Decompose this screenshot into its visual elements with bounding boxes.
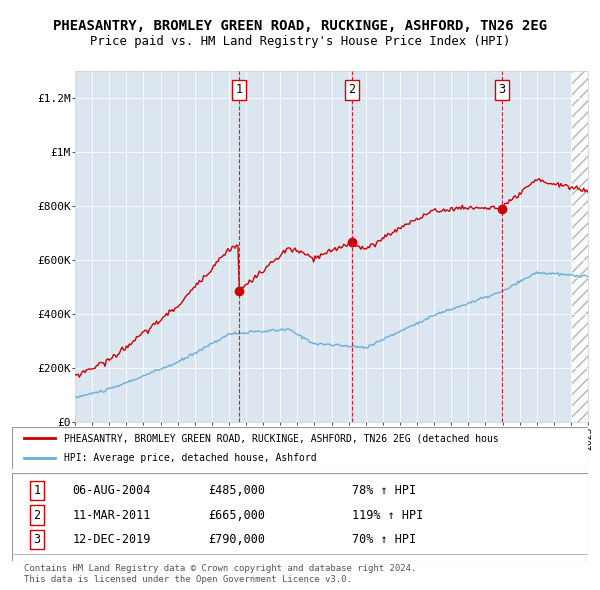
FancyBboxPatch shape <box>12 473 588 560</box>
Text: £665,000: £665,000 <box>208 509 265 522</box>
Text: 119% ↑ HPI: 119% ↑ HPI <box>352 509 423 522</box>
Text: 2: 2 <box>348 83 355 96</box>
Text: 3: 3 <box>498 83 505 96</box>
Text: HPI: Average price, detached house, Ashford: HPI: Average price, detached house, Ashf… <box>64 453 316 463</box>
Text: This data is licensed under the Open Government Licence v3.0.: This data is licensed under the Open Gov… <box>24 575 352 584</box>
Text: 11-MAR-2011: 11-MAR-2011 <box>73 509 151 522</box>
Text: 06-AUG-2004: 06-AUG-2004 <box>73 484 151 497</box>
Text: £485,000: £485,000 <box>208 484 265 497</box>
Text: Price paid vs. HM Land Registry's House Price Index (HPI): Price paid vs. HM Land Registry's House … <box>90 35 510 48</box>
Text: 12-DEC-2019: 12-DEC-2019 <box>73 533 151 546</box>
Text: PHEASANTRY, BROMLEY GREEN ROAD, RUCKINGE, ASHFORD, TN26 2EG: PHEASANTRY, BROMLEY GREEN ROAD, RUCKINGE… <box>53 19 547 33</box>
Text: 70% ↑ HPI: 70% ↑ HPI <box>352 533 416 546</box>
FancyBboxPatch shape <box>12 427 588 469</box>
Text: £790,000: £790,000 <box>208 533 265 546</box>
Text: 2: 2 <box>33 509 40 522</box>
Text: 78% ↑ HPI: 78% ↑ HPI <box>352 484 416 497</box>
Text: 3: 3 <box>33 533 40 546</box>
Text: 1: 1 <box>33 484 40 497</box>
Bar <box>572 71 588 422</box>
Text: PHEASANTRY, BROMLEY GREEN ROAD, RUCKINGE, ASHFORD, TN26 2EG (detached hous: PHEASANTRY, BROMLEY GREEN ROAD, RUCKINGE… <box>64 433 499 443</box>
Text: Contains HM Land Registry data © Crown copyright and database right 2024.: Contains HM Land Registry data © Crown c… <box>24 564 416 573</box>
Text: 1: 1 <box>235 83 242 96</box>
